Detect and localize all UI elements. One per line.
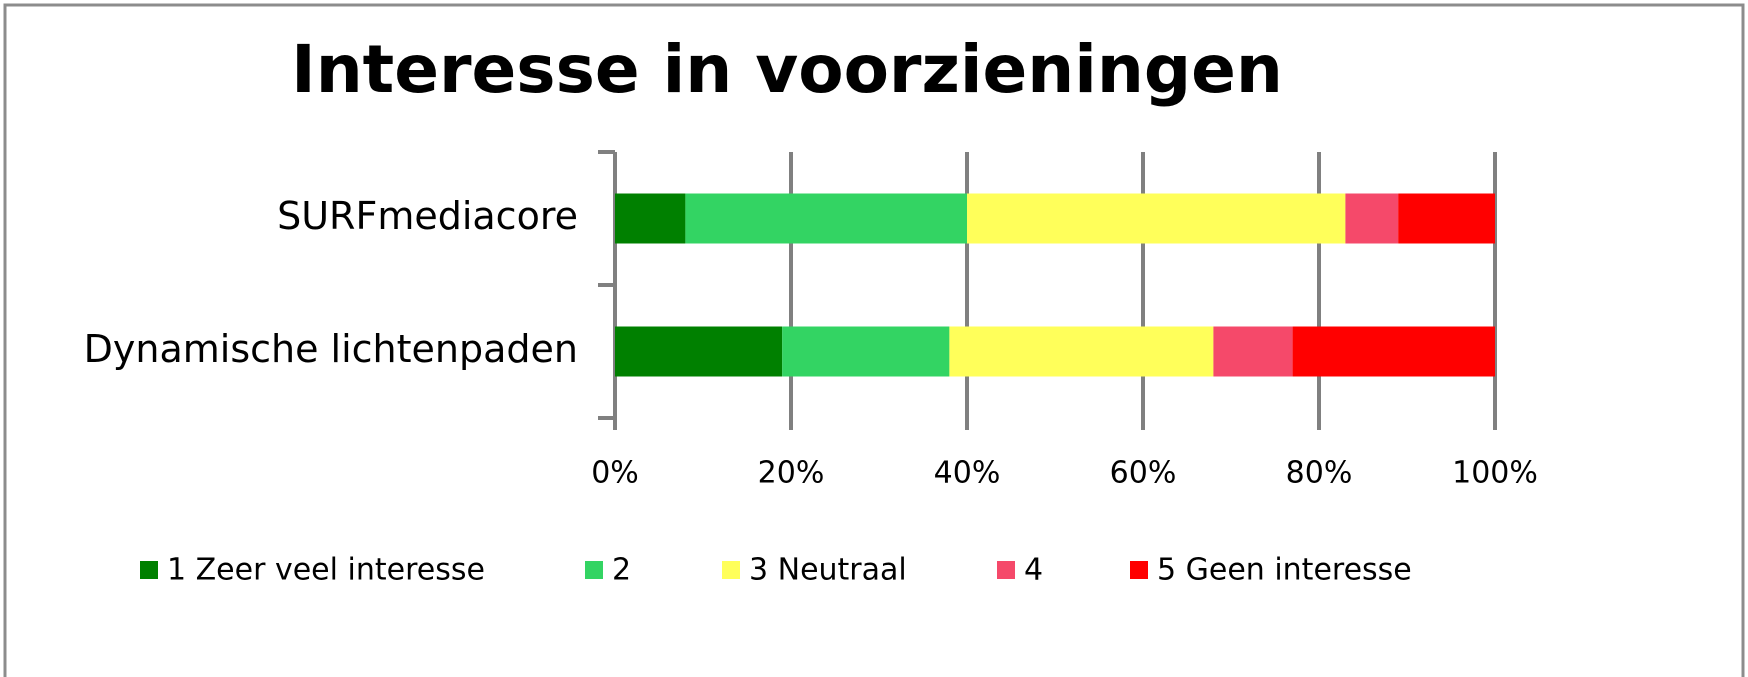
bar-segment	[949, 326, 1214, 377]
bar-segment	[1345, 193, 1399, 244]
bar-segment	[1398, 193, 1495, 244]
bar-segment	[782, 326, 950, 377]
x-tick-label: 80%	[1286, 456, 1353, 491]
x-tick-label: 20%	[758, 456, 825, 491]
legend-swatch	[1130, 561, 1148, 579]
x-tick-label: 0%	[591, 456, 639, 491]
bar-segment	[1292, 326, 1495, 377]
y-tick-label: SURFmediacore	[277, 194, 578, 238]
bar-segment	[685, 193, 967, 244]
legend-swatch	[140, 561, 158, 579]
legend-label: 1 Zeer veel interesse	[167, 553, 485, 588]
legend-label: 4	[1024, 553, 1043, 588]
legend-swatch	[722, 561, 740, 579]
bar-segment	[615, 326, 783, 377]
legend-label: 3 Neutraal	[749, 553, 907, 588]
legend-label: 5 Geen interesse	[1157, 553, 1412, 588]
chart-title: Interesse in voorzieningen	[291, 31, 1283, 108]
bar-segment	[1213, 326, 1293, 377]
x-tick-label: 40%	[934, 456, 1001, 491]
bar-segment	[615, 193, 686, 244]
legend-label: 2	[612, 553, 631, 588]
legend-swatch	[585, 561, 603, 579]
legend-swatch	[997, 561, 1015, 579]
x-tick-label: 60%	[1110, 456, 1177, 491]
y-tick-label: Dynamische lichtenpaden	[84, 327, 578, 371]
bar-segment	[967, 193, 1346, 244]
x-tick-label: 100%	[1452, 456, 1538, 491]
